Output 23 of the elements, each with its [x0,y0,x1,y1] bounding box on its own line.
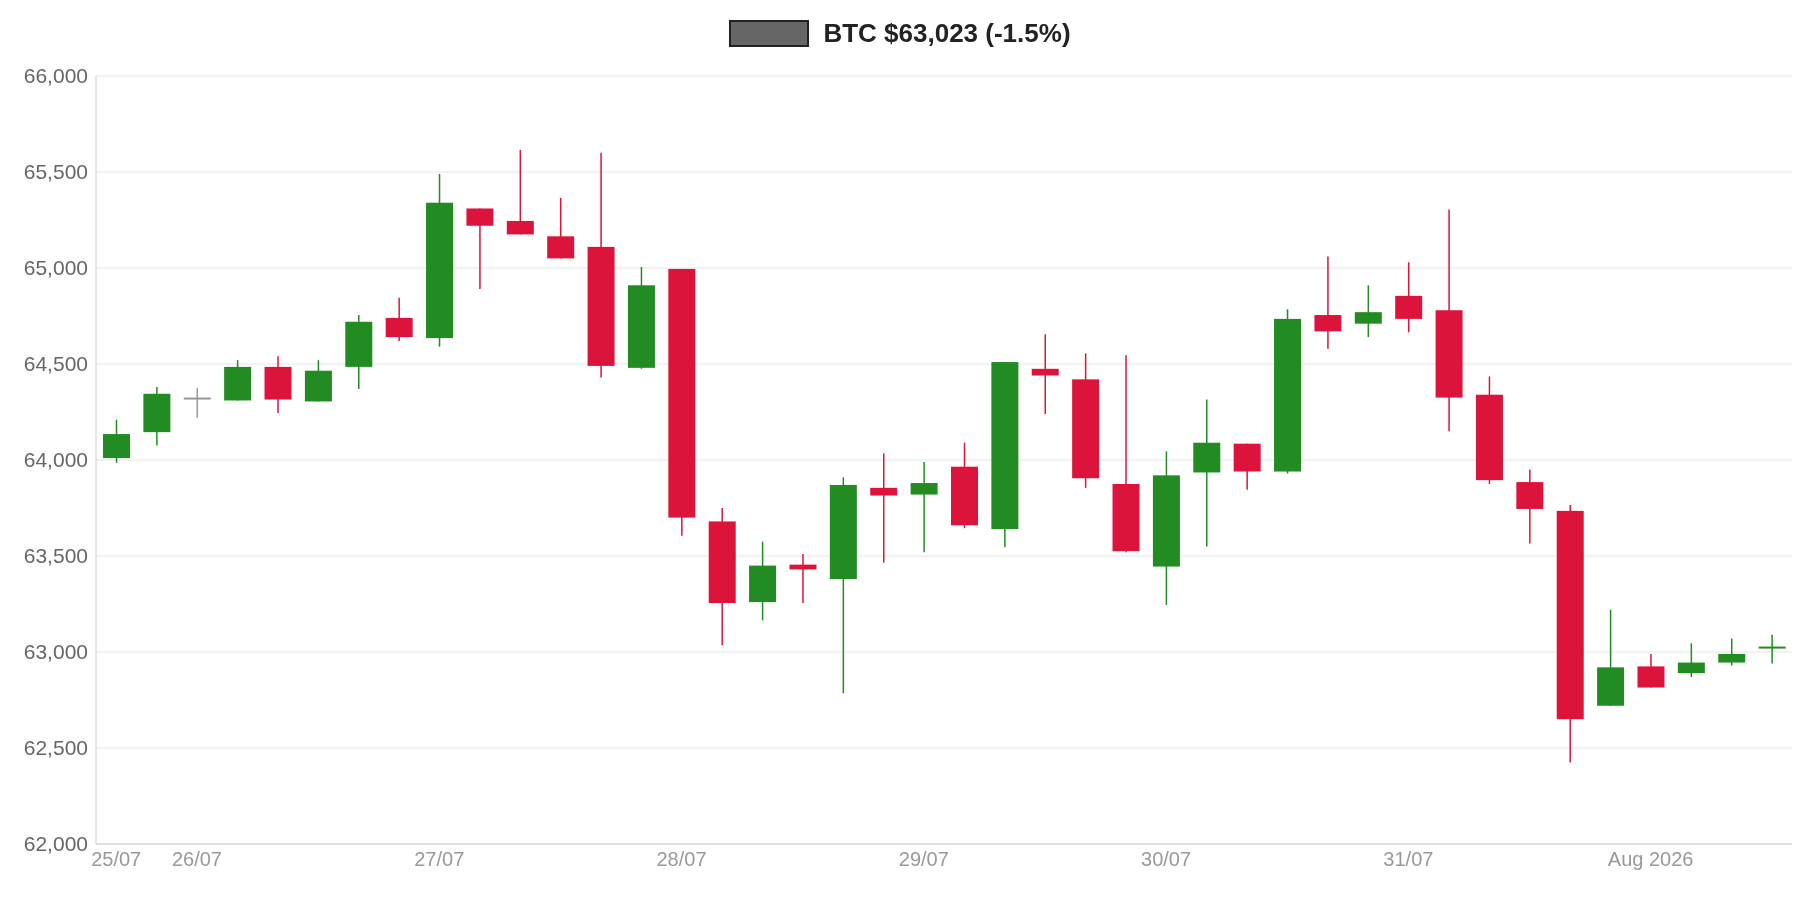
y-tick-label: 64,000 [23,448,88,472]
x-tick-label: Aug 2026 [1607,848,1694,871]
candlestick [870,452,898,564]
candlestick [910,461,938,553]
y-tick-label: 66,000 [23,64,88,88]
x-tick-label: 28/07 [656,848,707,871]
y-tick-label: 65,500 [23,160,88,184]
text: BTC $63,023 (-1.5%) [823,17,1071,49]
x-tick-label: 25/07 [91,848,142,871]
y-tick-label: 63,500 [23,544,88,568]
candlestick [1757,633,1787,665]
candlestick [182,387,212,419]
x-tick-label: 31/07 [1383,848,1434,871]
candlestick [1031,333,1059,415]
y-tick-label: 62,500 [23,736,88,760]
x-tick-label: 29/07 [898,848,949,871]
x-tick-label: 27/07 [414,848,465,871]
y-tick-label: 62,000 [23,832,88,856]
y-tick-label: 63,000 [23,640,88,664]
x-tick-label: 30/07 [1141,848,1192,871]
y-tick-label: 65,000 [23,256,88,280]
x-tick-label: 26/07 [171,848,222,871]
y-tick-label: 64,500 [23,352,88,376]
